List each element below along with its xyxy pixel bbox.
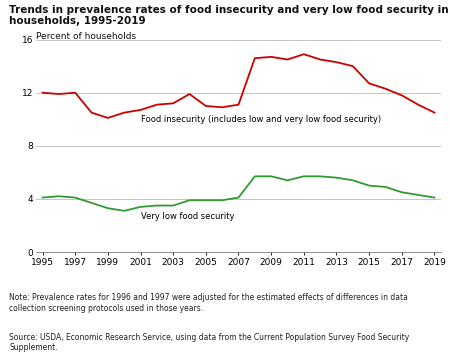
- Text: Trends in prevalence rates of food insecurity and very low food security in U.S.: Trends in prevalence rates of food insec…: [9, 5, 450, 15]
- Text: Food insecurity (includes low and very low food security): Food insecurity (includes low and very l…: [140, 115, 381, 124]
- Text: Note: Prevalence rates for 1996 and 1997 were adjusted for the estimated effects: Note: Prevalence rates for 1996 and 1997…: [9, 293, 408, 313]
- Text: Very low food security: Very low food security: [140, 212, 234, 221]
- Text: Percent of households: Percent of households: [36, 32, 136, 41]
- Text: Source: USDA, Economic Research Service, using data from the Current Population : Source: USDA, Economic Research Service,…: [9, 333, 409, 352]
- Text: households, 1995-2019: households, 1995-2019: [9, 16, 146, 26]
